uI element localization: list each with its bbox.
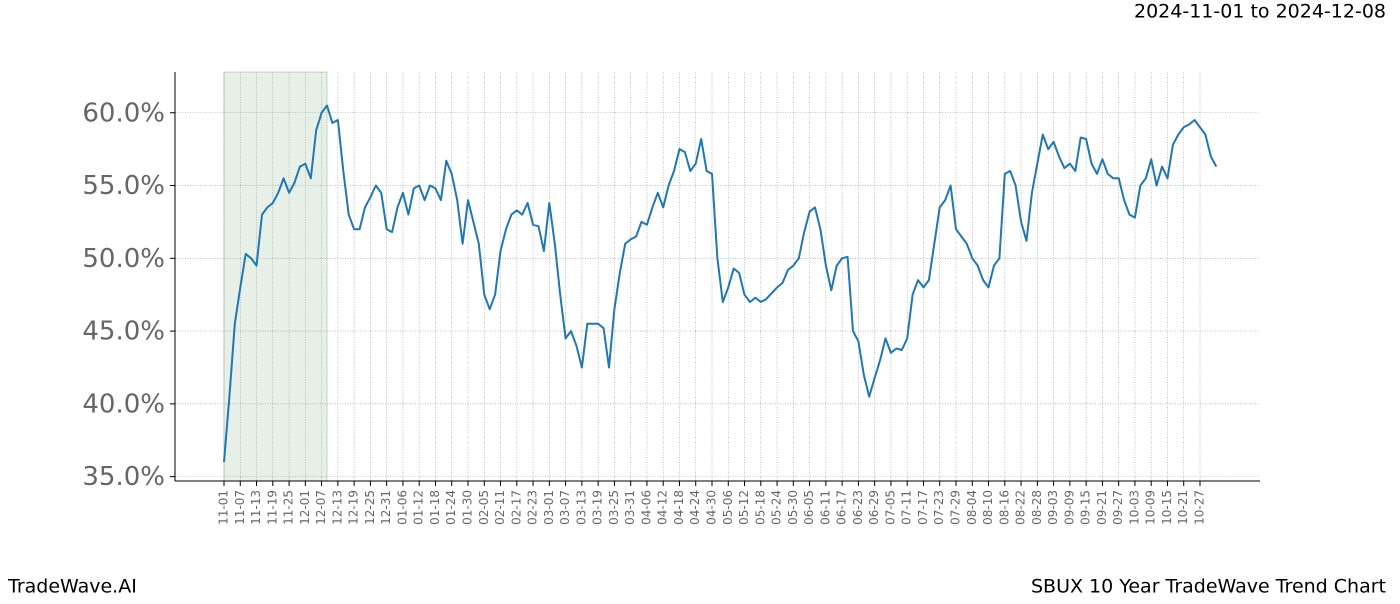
x-tick-label: 08-28 [1030,490,1044,525]
x-tick-label: 11-19 [265,490,279,525]
x-tick-label: 02-11 [493,490,507,525]
x-tick-label: 11-25 [282,490,296,525]
x-tick-label: 08-10 [981,490,995,525]
highlight-region [223,71,328,482]
x-tick-label: 11-01 [217,490,231,525]
y-tick-label: 35.0% [82,462,165,492]
x-tick-label: 12-19 [347,490,361,525]
x-tick-label: 09-21 [1095,490,1109,525]
x-tick-label: 05-18 [753,490,767,525]
x-tick-label: 12-07 [314,490,328,525]
x-tick-label: 07-17 [916,490,930,525]
y-tick-label: 50.0% [82,244,165,274]
x-tick-label: 04-30 [705,490,719,525]
x-tick-label: 09-09 [1062,490,1076,525]
x-tick-label: 04-24 [688,490,702,525]
x-tick-label: 02-17 [509,490,523,525]
x-tick-label: 06-11 [818,490,832,525]
x-tick-label: 05-12 [737,490,751,525]
line-series [223,104,1218,463]
x-tick-label: 04-12 [656,490,670,525]
x-tick-label: 06-05 [802,490,816,525]
x-tick-label: 01-30 [461,490,475,525]
x-tick-label: 03-01 [542,490,556,525]
x-tick-label: 09-15 [1079,490,1093,525]
x-tick-label: 09-03 [1046,490,1060,525]
x-tick-label: 09-27 [1111,490,1125,525]
x-tick-label: 05-24 [770,490,784,525]
x-tick-label: 03-19 [591,490,605,525]
x-tick-label: 04-06 [639,490,653,525]
x-tick-label: 08-16 [997,490,1011,525]
y-tick-label: 45.0% [82,317,165,347]
x-tick-label: 07-23 [932,490,946,525]
y-tick-label: 40.0% [82,389,165,419]
x-tick-label: 12-01 [298,490,312,525]
x-tick-label: 01-24 [444,490,458,525]
x-tick-label: 02-23 [526,490,540,525]
x-tick-label: 07-11 [900,490,914,525]
x-tick-label: 12-13 [330,490,344,525]
x-tick-label: 03-13 [574,490,588,525]
y-tick-label: 60.0% [82,98,165,128]
x-tick-label: 08-22 [1014,490,1028,525]
x-tick-label: 05-06 [721,490,735,525]
x-tick-label: 10-03 [1127,490,1141,525]
x-tick-label: 03-07 [558,490,572,525]
x-tick-label: 04-18 [672,490,686,525]
x-tick-label: 12-31 [379,490,393,525]
y-tick-label: 55.0% [82,171,165,201]
x-tick-label: 10-09 [1144,490,1158,525]
x-tick-label: 01-12 [412,490,426,525]
footer-brand: TradeWave.AI [7,576,137,598]
header-date-range: 2024-11-01 to 2024-12-08 [1134,1,1386,23]
x-tick-label: 12-25 [363,490,377,525]
x-tick-label: 01-18 [428,490,442,525]
x-tick-label: 10-21 [1176,490,1190,525]
x-tick-label: 07-29 [949,490,963,525]
x-tick-label: 11-07 [233,490,247,525]
x-tick-label: 06-29 [867,490,881,525]
x-tick-label: 01-06 [395,490,409,525]
x-tick-label: 06-23 [851,490,865,525]
x-tick-label: 10-15 [1160,490,1174,525]
x-tick-label: 11-13 [249,490,263,525]
x-tick-label: 06-17 [835,490,849,525]
x-tick-label: 02-05 [477,490,491,525]
x-tick-label: 10-27 [1193,490,1207,525]
x-tick-label: 03-25 [607,490,621,525]
x-tick-label: 05-30 [786,490,800,525]
x-tick-label: 08-04 [965,490,979,525]
x-tick-label: 03-31 [623,490,637,525]
footer-title: SBUX 10 Year TradeWave Trend Chart [1031,576,1386,598]
x-tick-label: 07-05 [883,490,897,525]
